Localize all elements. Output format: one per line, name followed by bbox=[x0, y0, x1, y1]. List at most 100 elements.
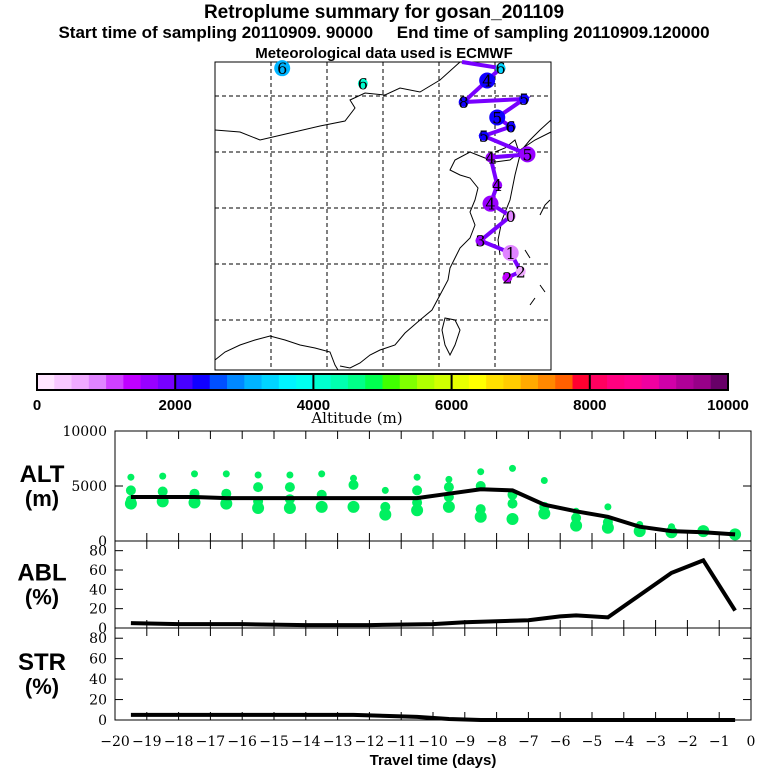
colorbar-swatch bbox=[365, 374, 383, 390]
colorbar-swatch bbox=[520, 374, 539, 390]
trajectory-marker bbox=[485, 152, 496, 163]
trajectory-marker-label: 5 bbox=[522, 145, 532, 164]
x-tick-label: −3 bbox=[645, 734, 666, 750]
x-tick-label: −18 bbox=[164, 734, 194, 750]
x-tick-label: −16 bbox=[227, 734, 257, 750]
altitude-point bbox=[381, 486, 389, 494]
colorbar-swatch bbox=[589, 374, 608, 390]
coastline-north bbox=[214, 61, 461, 141]
japan-islands bbox=[524, 199, 551, 306]
altitude-point bbox=[253, 482, 264, 493]
colorbar-swatch bbox=[503, 374, 522, 390]
altitude-point bbox=[127, 473, 135, 481]
altitude-point bbox=[601, 521, 614, 534]
x-tick-label: −11 bbox=[386, 734, 416, 750]
x-tick-label: −5 bbox=[582, 734, 603, 750]
altitude-point bbox=[538, 507, 551, 520]
colorbar-swatch bbox=[227, 374, 245, 390]
trajectory-marker bbox=[495, 63, 506, 74]
y-tick-label: 10000 bbox=[62, 424, 107, 440]
colorbar-tick-label: 6000 bbox=[435, 397, 468, 414]
x-tick-label: −20 bbox=[100, 734, 130, 750]
x-tick-label: −13 bbox=[323, 734, 353, 750]
colorbar-swatch bbox=[278, 374, 297, 390]
y-tick-label: 5000 bbox=[71, 479, 107, 495]
colorbar-swatch bbox=[710, 374, 729, 390]
altitude-point bbox=[252, 502, 265, 514]
trajectory-marker bbox=[478, 130, 489, 141]
panel-label: (%) bbox=[25, 585, 59, 610]
trajectory-marker bbox=[458, 97, 469, 108]
taiwan-outline bbox=[441, 317, 461, 357]
y-tick-label: 80 bbox=[89, 544, 107, 560]
panel-frame-str bbox=[114, 627, 752, 721]
x-tick-label: −19 bbox=[132, 734, 162, 750]
altitude-point bbox=[347, 500, 360, 513]
colorbar-swatch bbox=[399, 374, 418, 390]
y-tick-label: 0 bbox=[98, 621, 107, 637]
colorbar-label: Altitude (m) bbox=[310, 409, 402, 427]
colorbar-swatch bbox=[607, 374, 625, 390]
colorbar-swatch bbox=[451, 374, 470, 390]
x-tick-label: −12 bbox=[355, 734, 385, 750]
trajectory-marker-label: 2 bbox=[516, 262, 526, 281]
colorbar-tick-label: 8000 bbox=[573, 397, 606, 414]
altitude-point bbox=[413, 473, 421, 481]
x-tick-label: −14 bbox=[291, 734, 321, 750]
altitude-point bbox=[286, 471, 294, 479]
colorbar-swatch bbox=[261, 374, 280, 390]
mean-altitude-line bbox=[130, 487, 736, 537]
trajectory-marker bbox=[505, 211, 516, 221]
altitude-point bbox=[604, 503, 612, 511]
panel-label: (%) bbox=[25, 674, 59, 699]
altitude-point bbox=[157, 486, 168, 497]
y-tick-label: 40 bbox=[89, 672, 107, 688]
colorbar-tick-label: 10000 bbox=[707, 397, 749, 414]
trajectory-marker bbox=[479, 72, 496, 89]
colorbar-swatch bbox=[572, 374, 591, 390]
trajectory-marker-label: 4 bbox=[485, 148, 495, 167]
altitude-point bbox=[159, 472, 167, 480]
colorbar-swatch bbox=[123, 374, 142, 390]
altitude-point bbox=[443, 482, 454, 493]
altitude-point bbox=[445, 475, 453, 483]
trajectory-marker-label: 6 bbox=[358, 75, 368, 94]
altitude-point bbox=[315, 500, 328, 513]
y-tick-label: 20 bbox=[89, 693, 107, 709]
altitude-point bbox=[188, 496, 201, 509]
trajectory-marker bbox=[515, 266, 526, 277]
colorbar-swatch bbox=[641, 374, 660, 390]
colorbar-swatch bbox=[330, 374, 349, 390]
colorbar-frame bbox=[36, 373, 729, 391]
colorbar-swatch bbox=[296, 374, 314, 390]
colorbar-swatch bbox=[37, 374, 55, 390]
colorbar-swatch bbox=[106, 374, 124, 390]
abl-line bbox=[130, 557, 737, 628]
trajectory-marker-label: 0 bbox=[506, 207, 516, 226]
trajectory-marker-label: 5 bbox=[519, 90, 529, 109]
x-tick-label: −15 bbox=[259, 734, 289, 750]
colorbar-swatch bbox=[88, 374, 107, 390]
trajectory-marker-label: 2 bbox=[502, 269, 512, 288]
colorbar-tick-label: 0 bbox=[33, 397, 41, 414]
y-tick-label: 0 bbox=[98, 713, 107, 729]
colorbar-swatch bbox=[417, 374, 435, 390]
x-tick-label: −1 bbox=[709, 734, 730, 750]
panel-frame-alt bbox=[114, 430, 752, 542]
x-tick-label: −6 bbox=[550, 734, 571, 750]
trajectory-marker bbox=[492, 180, 503, 191]
trajectory-marker-label: 4 bbox=[492, 176, 502, 195]
trajectory-marker-label: 6 bbox=[277, 59, 287, 78]
coastlines bbox=[214, 61, 552, 371]
x-tick-label: −17 bbox=[196, 734, 226, 750]
trajectory-marker-label: 4 bbox=[482, 71, 492, 90]
altitude-colorbar: 0 2000 4000 6000 8000 10000 bbox=[33, 373, 749, 414]
trajectory-marker bbox=[475, 235, 486, 246]
trajectory-marker-label: 8 bbox=[459, 93, 469, 112]
colorbar-swatch bbox=[192, 374, 211, 390]
str-line bbox=[130, 712, 736, 722]
trajectory-marker-label: 6 bbox=[496, 59, 506, 78]
trajectory-marker bbox=[502, 272, 513, 283]
